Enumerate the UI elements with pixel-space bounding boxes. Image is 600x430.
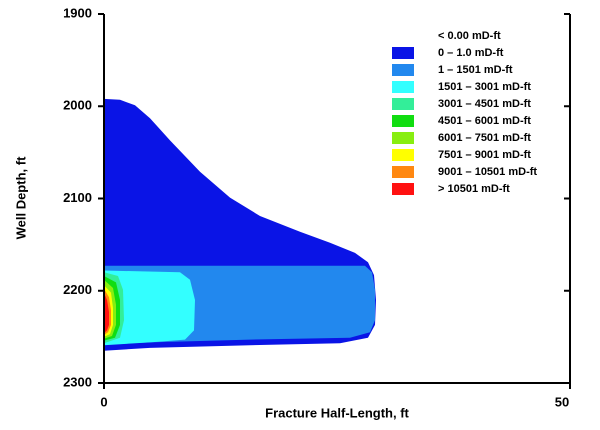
legend-label: 1 – 1501 mD-ft bbox=[438, 64, 513, 76]
legend-swatch bbox=[392, 81, 414, 93]
legend-swatch bbox=[392, 115, 414, 127]
legend-label: 7501 – 9001 mD-ft bbox=[438, 149, 531, 161]
x-axis-title: Fracture Half-Length, ft bbox=[265, 405, 409, 420]
region bbox=[104, 292, 109, 334]
y-tick-label: 2100 bbox=[63, 190, 92, 205]
x-tick-label: 50 bbox=[555, 394, 569, 409]
y-tick-label: 2000 bbox=[63, 98, 92, 113]
y-tick-label: 2200 bbox=[63, 282, 92, 297]
legend-label: 4501 – 6001 mD-ft bbox=[438, 115, 531, 127]
legend-swatch bbox=[392, 98, 414, 110]
legend-label: 1501 – 3001 mD-ft bbox=[438, 81, 531, 93]
legend-swatch bbox=[392, 149, 414, 161]
legend-label: < 0.00 mD-ft bbox=[438, 30, 501, 42]
legend-label: 6001 – 7501 mD-ft bbox=[438, 132, 531, 144]
x-tick-label: 0 bbox=[100, 394, 107, 409]
legend-label: 3001 – 4501 mD-ft bbox=[438, 98, 531, 110]
y-tick-label: 2300 bbox=[63, 374, 92, 389]
legend-swatch bbox=[392, 47, 414, 59]
legend-swatch bbox=[392, 30, 414, 42]
legend-swatch bbox=[392, 132, 414, 144]
legend-swatch bbox=[392, 64, 414, 76]
legend-label: 0 – 1.0 mD-ft bbox=[438, 47, 504, 59]
y-axis-title: Well Depth, ft bbox=[13, 156, 28, 239]
region bbox=[104, 270, 195, 346]
legend-label: > 10501 mD-ft bbox=[438, 183, 510, 195]
legend-swatch bbox=[392, 183, 414, 195]
y-tick-label: 1900 bbox=[63, 5, 92, 20]
legend-label: 9001 – 10501 mD-ft bbox=[438, 166, 537, 178]
legend-swatch bbox=[392, 166, 414, 178]
